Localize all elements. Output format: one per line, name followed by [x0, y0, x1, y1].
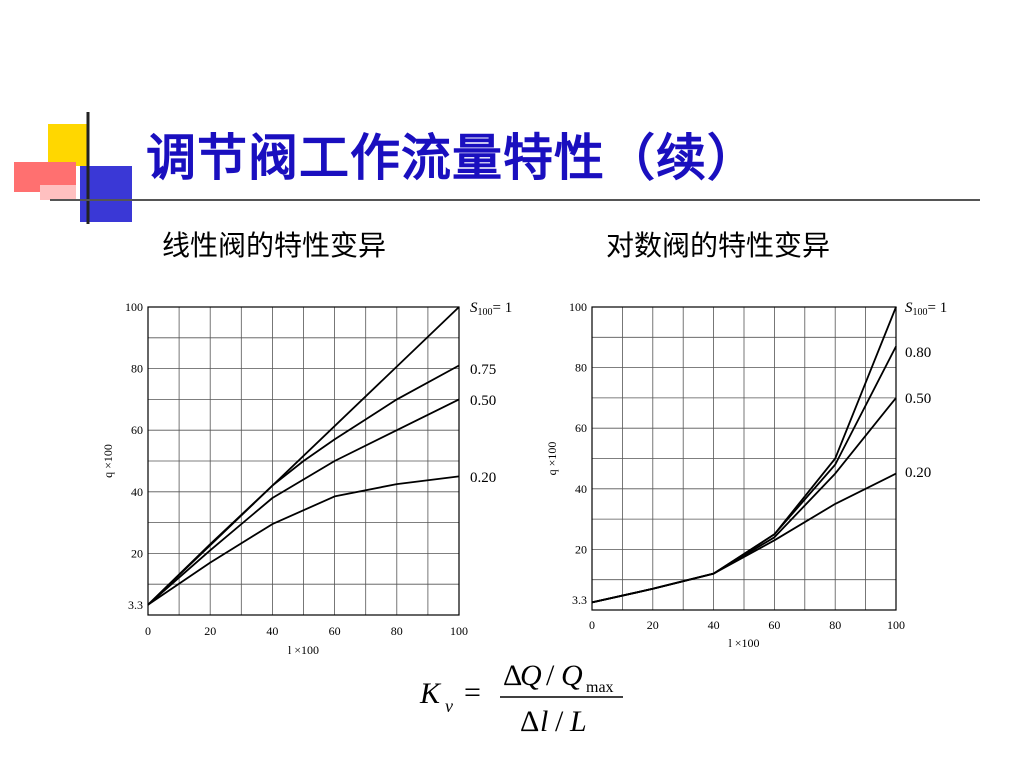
plot-frame: [147, 306, 460, 616]
x-tick-label: 40: [266, 624, 278, 638]
x-tick-label: 40: [708, 618, 720, 632]
x-tick-label: 0: [145, 624, 151, 638]
x-tick-label: 100: [450, 624, 468, 638]
series-label: 0.50: [905, 391, 931, 407]
page-title: 调节阀工作流量特性（续）: [146, 129, 758, 187]
series-label: S100= 1: [470, 300, 512, 318]
x-tick-label: 20: [647, 618, 659, 632]
formula-den-slash: /: [555, 705, 564, 738]
series-label: 0.50: [470, 393, 496, 409]
x-tick-label: 80: [829, 618, 841, 632]
y-tick-label: 100: [569, 300, 587, 314]
deco-red-fade: [40, 185, 76, 200]
right-chart-heading: 对数阀的特性变异: [606, 229, 831, 262]
chart-1: 0 20 40 60 80 100 3.3 20 40 60 80 100 l ×100 q ×100 S1…: [101, 300, 512, 657]
left-chart-heading: 线性阀的特性变异: [162, 229, 387, 262]
x-tick-label: 100: [887, 618, 905, 632]
x-tick-label: 20: [204, 624, 216, 638]
y-tick-label: 80: [131, 362, 143, 376]
x-axis-label: l ×100: [728, 636, 759, 650]
y-tick-label: 100: [125, 300, 143, 314]
y-axis-label: q ×100: [101, 444, 115, 478]
x-axis-label: l ×100: [288, 643, 319, 657]
formula-den-delta: Δ: [520, 705, 539, 738]
series-line: [147, 475, 460, 606]
chart-2: 0 20 40 60 80 100 3.3 20 40 60 80 100 l ×100 q ×100 S1…: [545, 300, 947, 650]
series-line: [591, 472, 897, 604]
series-label: 0.80: [905, 345, 931, 361]
deco-yellow-square: [48, 124, 88, 166]
y-tick-label: 20: [131, 546, 143, 560]
plot-frame: [591, 306, 897, 611]
x-tick-label: 60: [329, 624, 341, 638]
y-tick-label: 60: [575, 421, 587, 435]
formula-equals: =: [464, 676, 481, 709]
formula-num-delta: Δ: [503, 659, 522, 692]
formula-num-q2: Q: [561, 659, 583, 692]
y-tick-label: 20: [575, 542, 587, 556]
y-axis-label: q ×100: [545, 442, 559, 476]
y-tick-label: 60: [131, 423, 143, 437]
series-label: 0.20: [470, 470, 496, 486]
formula-k: K: [419, 677, 442, 710]
y-tick-label: 3.3: [128, 598, 143, 612]
y-tick-label: 40: [131, 485, 143, 499]
series-label: 0.20: [905, 465, 931, 481]
series-line: [147, 364, 460, 606]
x-tick-label: 60: [768, 618, 780, 632]
formula-num-q: Q: [520, 659, 542, 692]
series-line: [147, 398, 460, 606]
series-label: S100= 1: [905, 300, 947, 318]
formula-k-subscript: v: [445, 696, 453, 716]
x-tick-label: 80: [391, 624, 403, 638]
y-tick-label: 3.3: [572, 593, 587, 607]
y-tick-label: 80: [575, 361, 587, 375]
series-label: 0.75: [470, 362, 496, 378]
x-tick-label: 0: [589, 618, 595, 632]
formula-den-L: L: [569, 705, 587, 738]
formula-den-l: l: [540, 705, 548, 738]
y-tick-label: 40: [575, 482, 587, 496]
formula-num-slash: /: [546, 659, 555, 692]
formula-num-sub: max: [586, 679, 614, 696]
